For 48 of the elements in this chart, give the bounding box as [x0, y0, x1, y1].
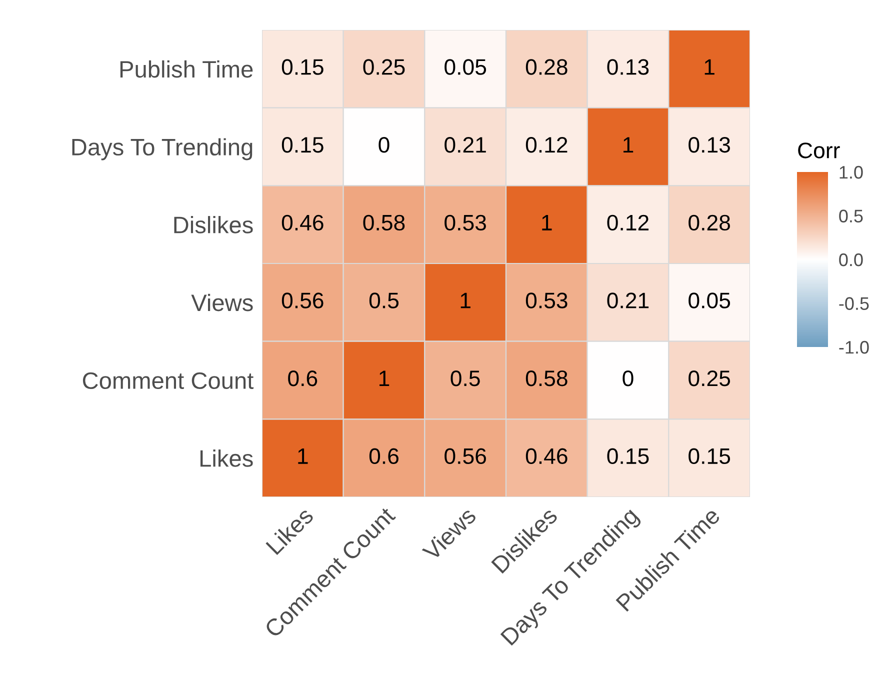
data-label: 1	[624, 137, 634, 152]
data-label: 1	[298, 448, 308, 464]
data-label: 0.53	[526, 292, 568, 308]
data-label: 0.05	[688, 292, 730, 308]
data-label: 0.13	[688, 136, 730, 153]
data-label: 0	[378, 136, 390, 153]
data-label: 0.6	[369, 448, 398, 464]
data-label: 0.12	[526, 136, 568, 153]
y-tick-label: Likes	[200, 450, 253, 467]
data-label: 0.5	[450, 370, 480, 386]
data-label: 0.56	[444, 448, 486, 464]
data-label: 0.15	[688, 448, 730, 464]
data-label: 0.28	[688, 214, 730, 231]
data-label: 0.6	[288, 370, 318, 386]
y-tick-label: Days To Trending	[72, 138, 252, 160]
data-label: 1	[704, 59, 714, 75]
data-label: 0.12	[607, 214, 649, 231]
color-bar-label: 0.0	[839, 253, 863, 266]
color-bar-label: -0.5	[839, 297, 869, 310]
data-label: 1	[542, 215, 552, 230]
color-bar-label: 1.0	[840, 166, 863, 179]
data-label: 0.13	[607, 59, 649, 75]
data-label: 0.28	[526, 59, 568, 75]
data-label: 0.21	[607, 292, 649, 308]
data-label: 0.53	[444, 214, 486, 231]
data-label: 0.05	[444, 59, 486, 75]
data-label: 1	[380, 370, 390, 386]
data-label: 0.25	[688, 370, 730, 386]
color-bar-label: 0.5	[839, 210, 863, 222]
data-label: 0.56	[282, 292, 324, 308]
color-bar-label: -1.0	[839, 340, 869, 354]
color-bar-title: Corr	[798, 142, 840, 158]
y-tick-label: Comment Count	[82, 372, 254, 390]
data-label: 0	[622, 370, 634, 386]
data-label: 0.5	[369, 292, 399, 308]
data-label: 0.15	[607, 448, 649, 464]
y-tick-label: Dislikes	[174, 216, 253, 234]
data-label: 0.15	[282, 59, 324, 75]
y-tick-label: Publish Time	[120, 60, 253, 78]
data-label: 0.58	[363, 214, 405, 231]
data-label: 0.46	[282, 214, 324, 231]
data-label: 0.15	[282, 136, 324, 153]
data-label: 0.58	[526, 370, 568, 386]
data-label: 0.46	[526, 448, 568, 464]
data-label: 0.25	[363, 59, 405, 75]
data-label: 1	[460, 292, 470, 308]
data-label: 0.21	[444, 136, 486, 153]
y-tick-label: Views	[191, 294, 253, 312]
